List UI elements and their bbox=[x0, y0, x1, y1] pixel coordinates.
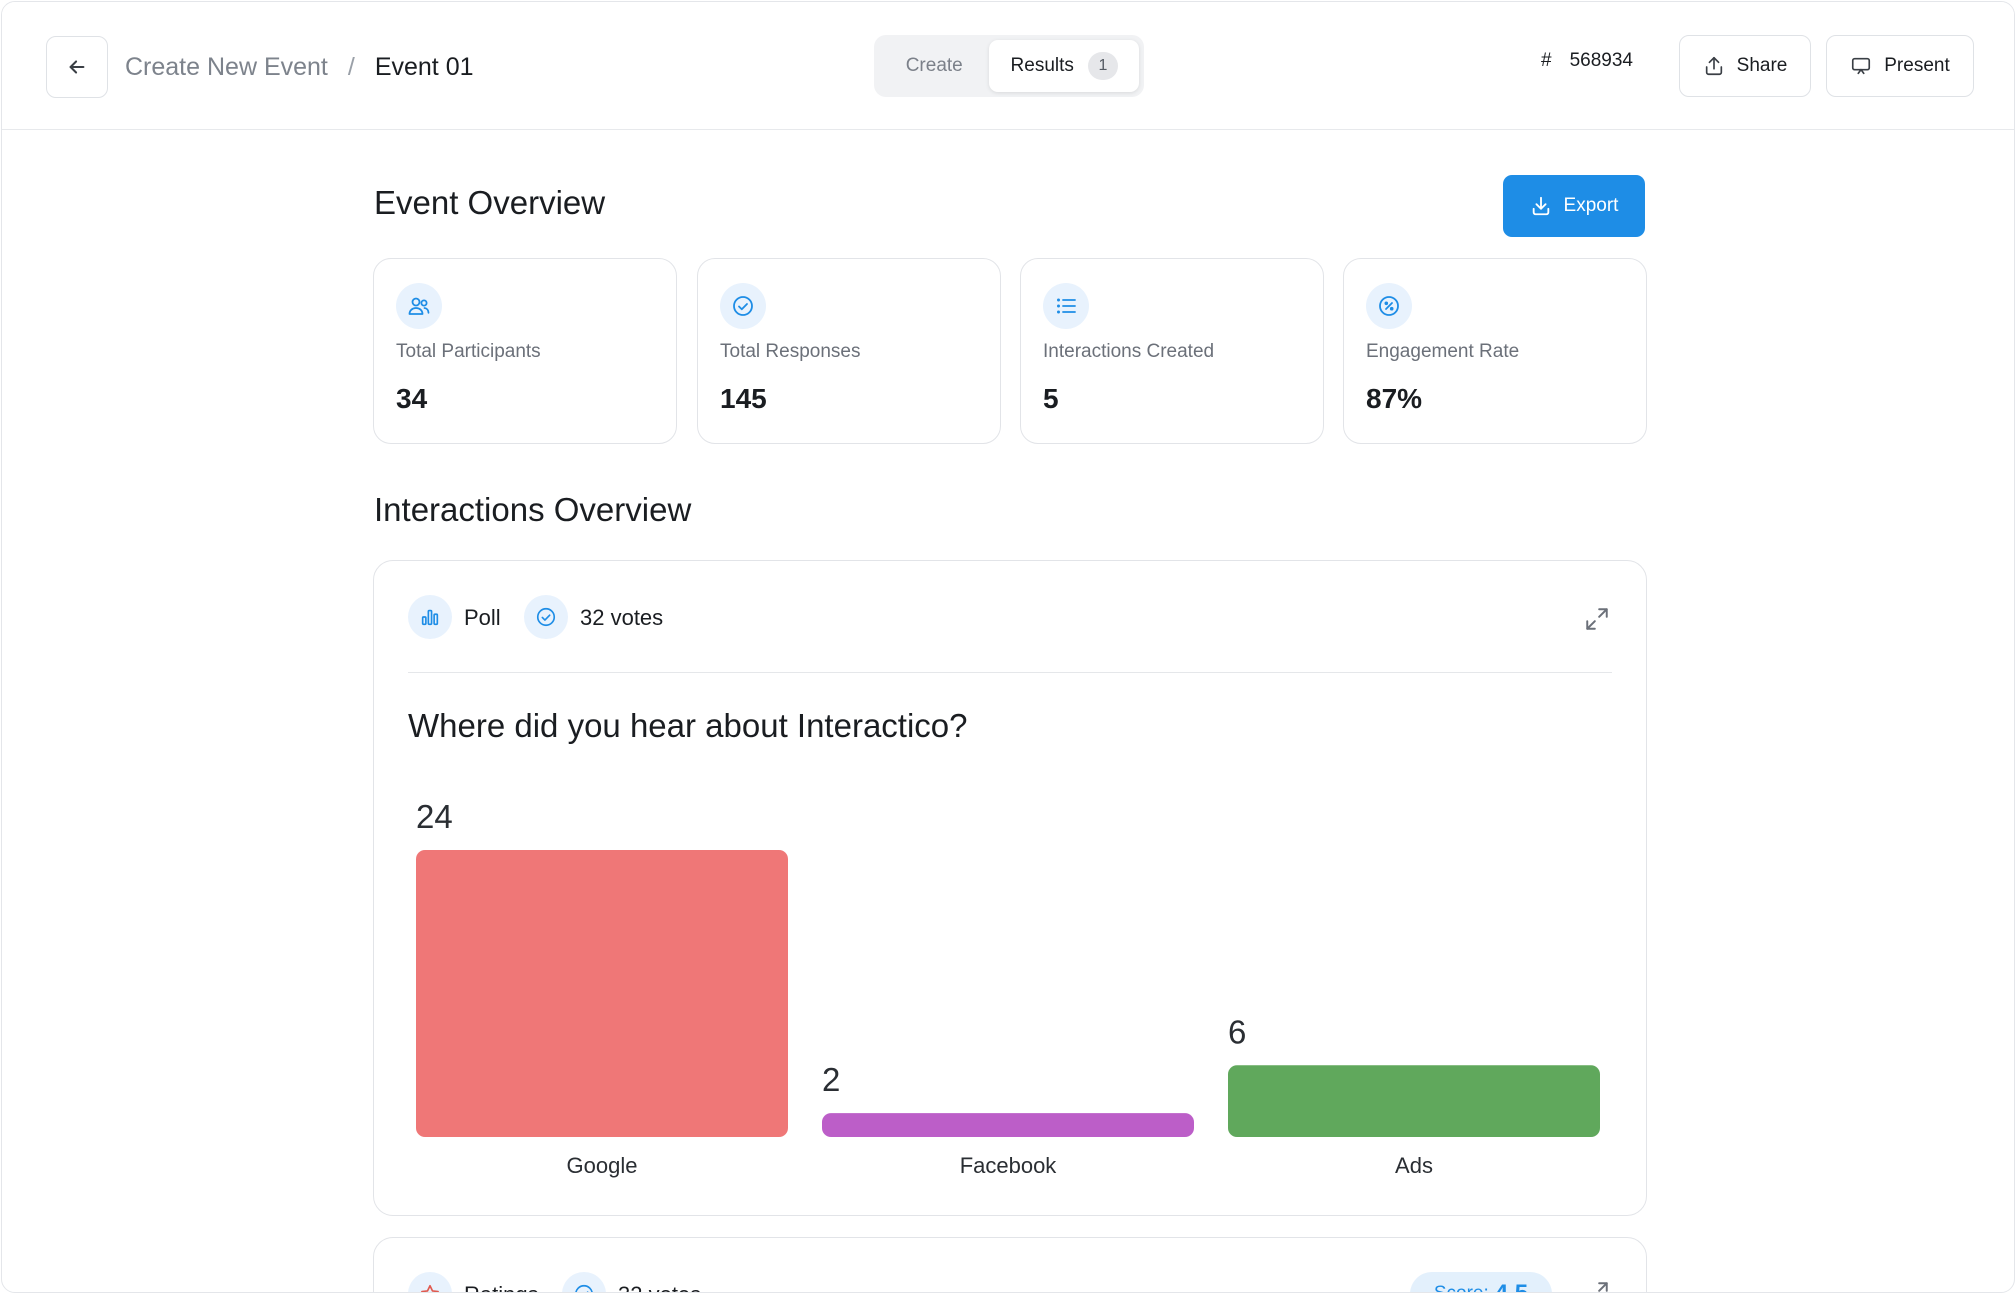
stat-card-participants: Total Participants 34 bbox=[373, 258, 677, 444]
star-icon bbox=[408, 1272, 452, 1292]
check-circle-icon bbox=[562, 1272, 606, 1292]
poll-card: Poll 32 votes Where did you hear about I… bbox=[373, 560, 1647, 1216]
poll-votes-label: 32 votes bbox=[580, 605, 664, 630]
stat-card-interactions: Interactions Created 5 bbox=[1020, 258, 1324, 444]
stat-card-engagement: Engagement Rate 87% bbox=[1343, 258, 1647, 444]
expand-button[interactable] bbox=[1582, 1278, 1612, 1292]
stat-value: 145 bbox=[720, 383, 767, 414]
users-icon bbox=[396, 283, 442, 329]
check-circle-icon bbox=[524, 595, 568, 639]
poll-type-label: Poll bbox=[464, 605, 501, 630]
present-label: Present bbox=[1884, 55, 1950, 76]
present-button[interactable]: Present bbox=[1826, 35, 1974, 97]
arrow-left-icon bbox=[69, 60, 85, 74]
tab-results-label: Results bbox=[1010, 55, 1074, 76]
poll-bar-chart: 24 Google 2 Facebook 6 Ads bbox=[416, 798, 1600, 1178]
divider bbox=[408, 672, 1612, 673]
export-button[interactable]: Export bbox=[1503, 175, 1645, 237]
bar-ads bbox=[1228, 1065, 1600, 1137]
check-circle-icon bbox=[720, 283, 766, 329]
list-icon bbox=[1043, 283, 1089, 329]
interactions-overview-title: Interactions Overview bbox=[374, 491, 692, 528]
bar-value-label: 6 bbox=[1228, 1013, 1246, 1050]
breadcrumb-separator: / bbox=[347, 52, 355, 81]
breadcrumb-parent[interactable]: Create New Event bbox=[125, 52, 328, 81]
tab-create-label: Create bbox=[905, 55, 963, 76]
breadcrumb-current: Event 01 bbox=[374, 52, 474, 81]
tab-create[interactable]: Create bbox=[879, 40, 989, 92]
breadcrumb: Create New Event / Event 01 bbox=[125, 48, 474, 86]
presentation-icon bbox=[1852, 57, 1871, 75]
expand-button[interactable] bbox=[1582, 604, 1612, 634]
score-label: Score: bbox=[1434, 1283, 1489, 1292]
ratings-card: Ratings 32 votes Score: 4.5 bbox=[373, 1237, 1647, 1292]
share-label: Share bbox=[1736, 55, 1788, 76]
export-label: Export bbox=[1563, 195, 1619, 216]
bar-category-label: Google bbox=[567, 1153, 638, 1178]
hash-icon: # bbox=[1541, 50, 1552, 71]
stat-label: Total Responses bbox=[720, 341, 861, 362]
percent-icon bbox=[1366, 283, 1412, 329]
results-count-badge: 1 bbox=[1087, 52, 1118, 80]
poll-question: Where did you hear about Interactico? bbox=[408, 707, 968, 744]
bar-value-label: 2 bbox=[822, 1061, 840, 1098]
bar-facebook bbox=[822, 1113, 1194, 1137]
bar-google bbox=[416, 850, 788, 1137]
back-button[interactable] bbox=[46, 36, 108, 98]
stat-value: 87% bbox=[1366, 383, 1423, 414]
top-bar: Create New Event / Event 01 Create Resul… bbox=[2, 2, 2014, 130]
bar-chart-icon bbox=[408, 595, 452, 639]
ratings-type-label: Ratings bbox=[464, 1282, 539, 1292]
stat-value: 34 bbox=[396, 383, 428, 414]
bar-category-label: Ads bbox=[1395, 1153, 1433, 1178]
view-tabs: Create Results 1 bbox=[874, 35, 1144, 97]
tab-results[interactable]: Results 1 bbox=[989, 40, 1139, 92]
ratings-votes-label: 32 votes bbox=[618, 1282, 701, 1292]
stat-card-responses: Total Responses 145 bbox=[697, 258, 1001, 444]
expand-icon bbox=[1586, 608, 1608, 630]
stat-value: 5 bbox=[1043, 383, 1059, 414]
stat-label: Total Participants bbox=[396, 341, 541, 362]
event-overview-title: Event Overview bbox=[374, 184, 606, 221]
bar-value-label: 24 bbox=[416, 798, 453, 835]
bar-category-label: Facebook bbox=[960, 1153, 1058, 1178]
download-icon bbox=[1532, 196, 1549, 216]
score-value: 4.5 bbox=[1495, 1280, 1528, 1292]
event-code: # 568934 bbox=[1541, 50, 1633, 72]
score-badge: Score: 4.5 bbox=[1410, 1272, 1552, 1292]
share-icon bbox=[1705, 56, 1722, 76]
event-code-value: 568934 bbox=[1569, 50, 1633, 71]
stat-label: Interactions Created bbox=[1043, 341, 1215, 362]
share-button[interactable]: Share bbox=[1679, 35, 1811, 97]
expand-icon bbox=[1598, 1282, 1608, 1292]
stat-label: Engagement Rate bbox=[1366, 341, 1520, 362]
